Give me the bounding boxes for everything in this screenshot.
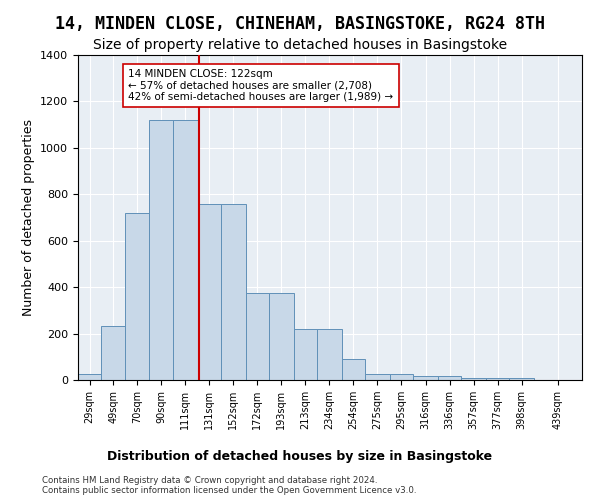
Bar [317,329,342,380]
Bar [197,204,221,380]
Bar [390,374,413,380]
Text: Contains HM Land Registry data © Crown copyright and database right 2024.
Contai: Contains HM Land Registry data © Crown c… [42,476,416,495]
Bar [413,376,438,380]
Text: Distribution of detached houses by size in Basingstoke: Distribution of detached houses by size … [107,450,493,463]
Bar [461,378,486,380]
Bar [509,378,534,380]
Bar [269,293,293,380]
Text: 14 MINDEN CLOSE: 122sqm
← 57% of detached houses are smaller (2,708)
42% of semi: 14 MINDEN CLOSE: 122sqm ← 57% of detache… [128,69,394,102]
Bar [293,329,317,380]
Bar [245,293,269,380]
Bar [125,213,149,380]
Bar [438,376,461,380]
Bar [486,378,509,380]
Bar [342,359,365,380]
Bar [173,120,197,380]
Y-axis label: Number of detached properties: Number of detached properties [22,119,35,316]
Bar [365,374,390,380]
Bar [101,326,125,380]
Bar [149,120,173,380]
Text: 14, MINDEN CLOSE, CHINEHAM, BASINGSTOKE, RG24 8TH: 14, MINDEN CLOSE, CHINEHAM, BASINGSTOKE,… [55,15,545,33]
Bar [78,374,101,380]
Bar [221,204,245,380]
Text: Size of property relative to detached houses in Basingstoke: Size of property relative to detached ho… [93,38,507,52]
